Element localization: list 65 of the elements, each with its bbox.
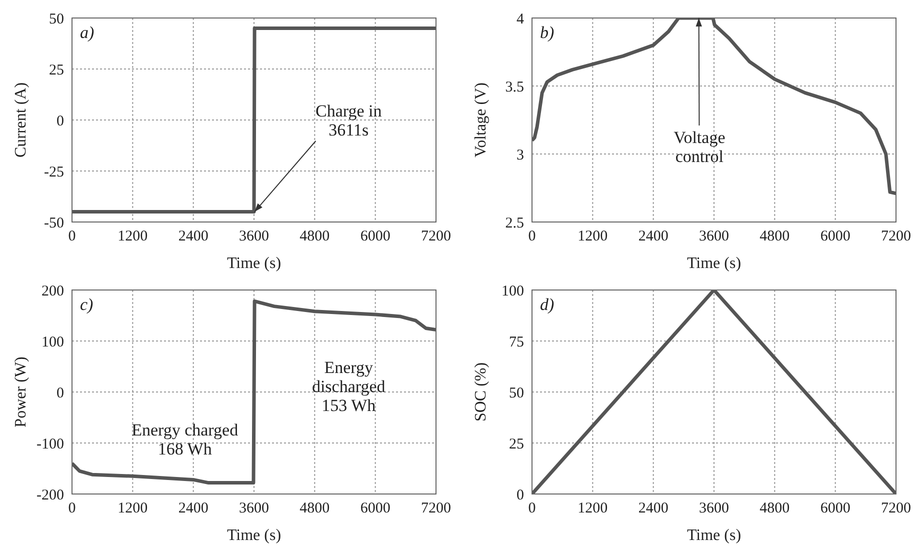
y-tick-label: 25 bbox=[49, 62, 64, 78]
y-tick-label: -200 bbox=[36, 487, 64, 504]
x-tick-label: 1200 bbox=[118, 228, 148, 245]
chart-title: d) bbox=[540, 295, 554, 314]
x-tick-label: 4800 bbox=[760, 500, 790, 517]
chart-title: a) bbox=[80, 23, 94, 42]
y-axis-title: Voltage (V) bbox=[472, 82, 490, 158]
y-axis-title: Power (W) bbox=[12, 356, 30, 428]
line-series bbox=[72, 299, 436, 485]
annotation: Charge in 3611s bbox=[316, 101, 382, 139]
y-tick-label: 2.5 bbox=[505, 215, 524, 232]
x-tick-label: 7200 bbox=[421, 500, 451, 517]
x-tick-label: 7200 bbox=[421, 228, 451, 245]
x-axis-title: Time (s) bbox=[686, 527, 742, 544]
y-axis-title: Current (A) bbox=[12, 82, 30, 158]
y-tick-label: 4 bbox=[516, 11, 524, 28]
x-axis-title: Time (s) bbox=[226, 255, 282, 272]
y-tick-label: 50 bbox=[49, 11, 64, 28]
x-tick-label: 1200 bbox=[578, 500, 608, 517]
y-tick-label: -100 bbox=[36, 436, 64, 452]
x-tick-label: 3600 bbox=[699, 500, 729, 517]
x-tick-label: 7200 bbox=[881, 500, 911, 517]
x-tick-label: 7200 bbox=[881, 228, 911, 245]
y-tick-label: 50 bbox=[509, 385, 524, 402]
y-tick-label: 200 bbox=[42, 283, 64, 300]
y-tick-label: 3.5 bbox=[505, 79, 524, 96]
x-tick-label: 0 bbox=[528, 500, 536, 517]
chart-title: b) bbox=[540, 23, 554, 42]
x-tick-label: 2400 bbox=[638, 228, 668, 245]
chart-title: c) bbox=[80, 295, 94, 314]
x-tick-label: 6000 bbox=[360, 500, 390, 517]
y-tick-label: 25 bbox=[509, 436, 524, 452]
x-tick-label: 1200 bbox=[118, 500, 148, 517]
x-tick-label: 4800 bbox=[300, 228, 330, 245]
y-tick-label: 100 bbox=[42, 334, 64, 350]
x-tick-label: 6000 bbox=[820, 500, 850, 517]
annotation: Energy charged 168 Wh bbox=[132, 420, 239, 458]
x-tick-label: 2400 bbox=[638, 500, 668, 517]
x-tick-label: 4800 bbox=[760, 228, 790, 245]
x-axis-title: Time (s) bbox=[226, 527, 282, 544]
x-tick-label: 1200 bbox=[578, 228, 608, 245]
x-axis-title: Time (s) bbox=[686, 255, 742, 272]
annotation: Energy discharged 153 Wh bbox=[312, 357, 386, 414]
x-tick-label: 4800 bbox=[300, 500, 330, 517]
y-tick-label: -50 bbox=[44, 215, 64, 232]
y-tick-label: 0 bbox=[516, 487, 524, 504]
x-tick-label: 0 bbox=[68, 500, 76, 517]
x-tick-label: 3600 bbox=[239, 228, 269, 245]
x-tick-label: 2400 bbox=[178, 228, 208, 245]
y-tick-label: 0 bbox=[56, 113, 64, 130]
x-tick-label: 0 bbox=[68, 228, 76, 245]
x-tick-label: 2400 bbox=[178, 500, 208, 517]
x-tick-label: 3600 bbox=[699, 228, 729, 245]
y-tick-label: 0 bbox=[56, 385, 64, 402]
x-tick-label: 6000 bbox=[360, 228, 390, 245]
x-tick-label: 3600 bbox=[239, 500, 269, 517]
line-series bbox=[532, 18, 896, 196]
y-axis-title: SOC (%) bbox=[472, 362, 490, 422]
y-tick-label: -25 bbox=[44, 164, 64, 180]
x-tick-label: 6000 bbox=[820, 228, 850, 245]
x-tick-label: 0 bbox=[528, 228, 536, 245]
y-tick-label: 3 bbox=[516, 147, 524, 164]
y-tick-label: 75 bbox=[509, 334, 524, 350]
y-tick-label: 100 bbox=[502, 283, 524, 300]
annotation: Voltage control bbox=[674, 128, 726, 166]
